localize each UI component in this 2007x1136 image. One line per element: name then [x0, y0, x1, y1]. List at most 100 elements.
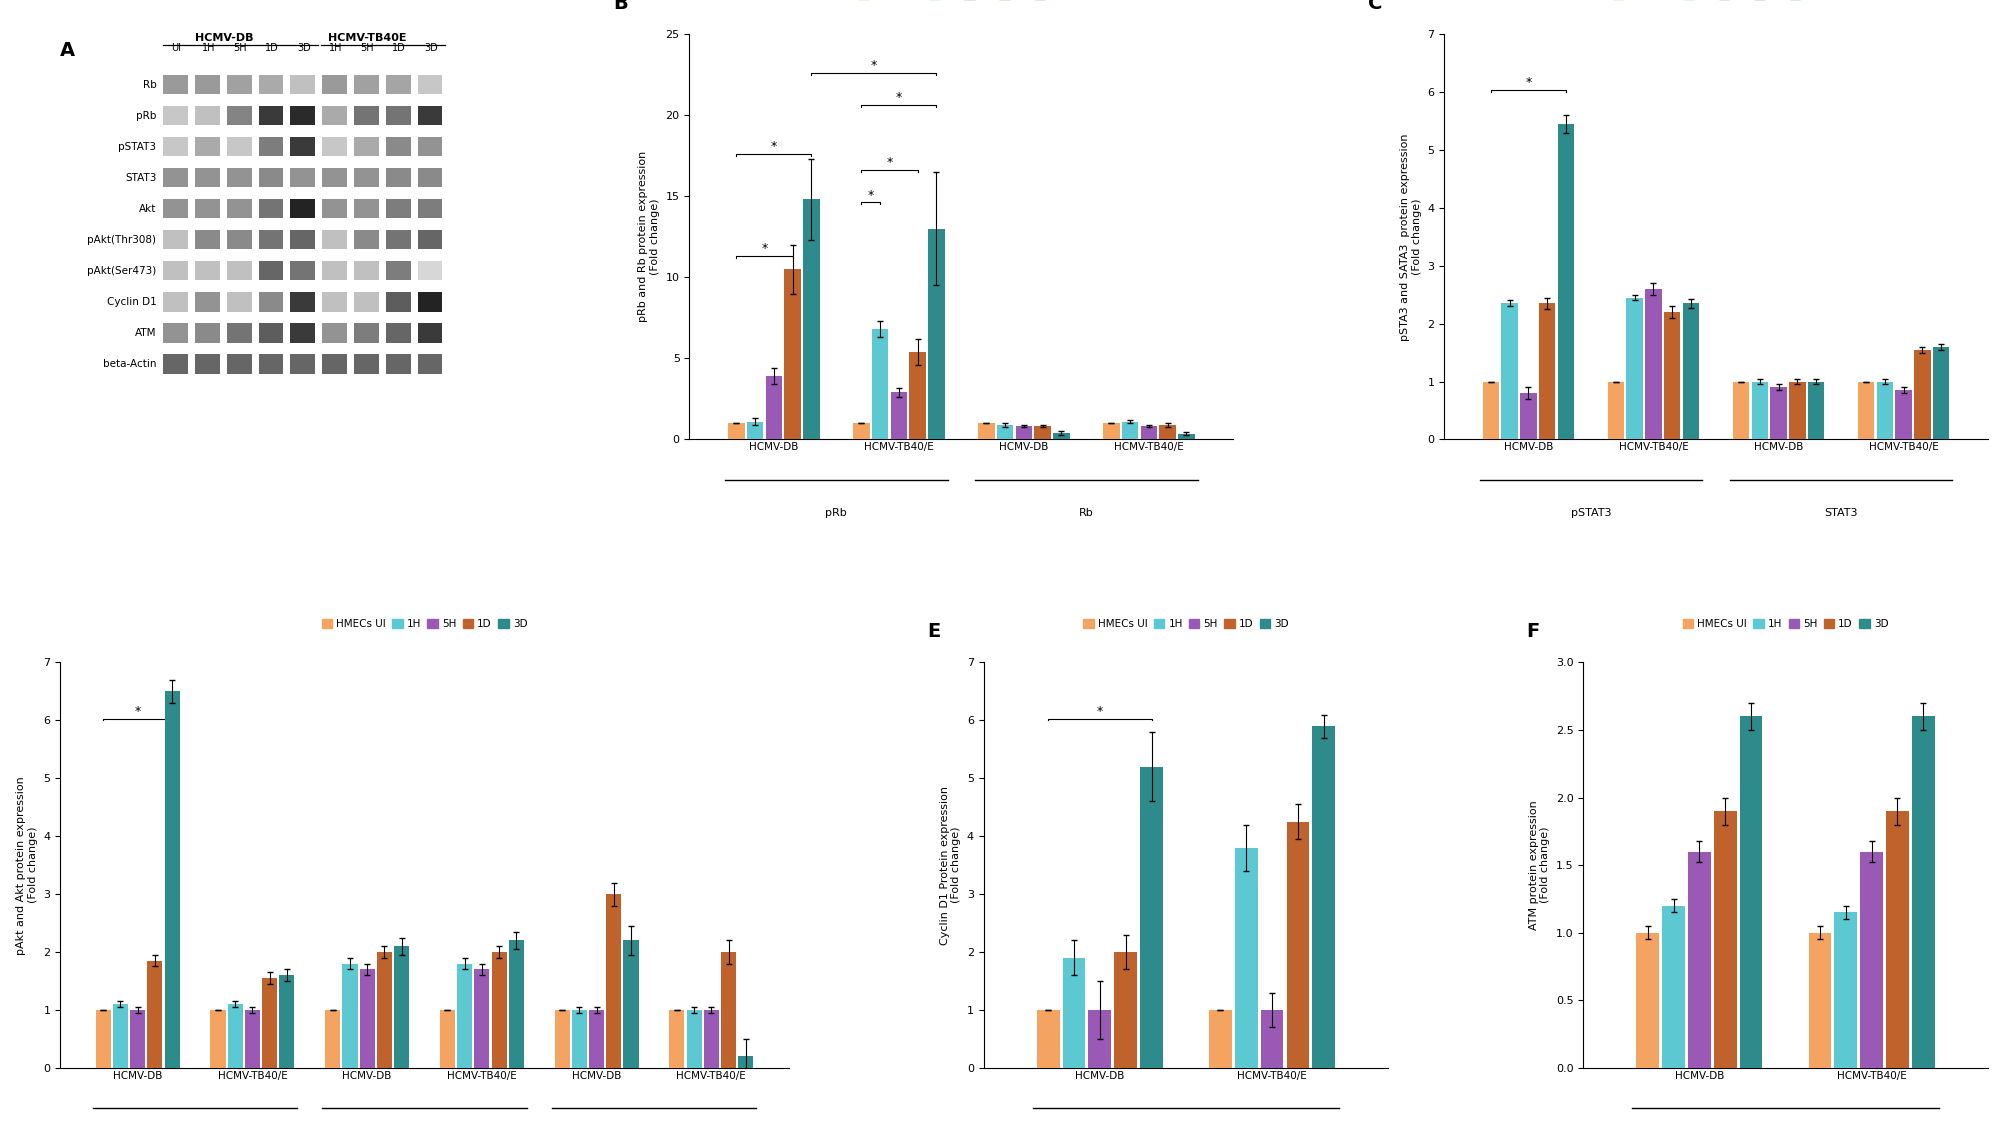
Bar	[606, 894, 620, 1068]
Text: HCMV-TB40E: HCMV-TB40E	[327, 33, 405, 43]
Bar	[321, 324, 347, 343]
Bar	[163, 199, 189, 218]
Text: pAkt(Thr308): pAkt(Thr308)	[88, 235, 157, 245]
Legend: HMECs UI, 1H, 5H, 1D, 3D: HMECs UI, 1H, 5H, 1D, 3D	[317, 615, 532, 633]
Bar	[227, 261, 251, 281]
Bar	[227, 106, 251, 125]
Text: E: E	[927, 621, 939, 641]
Bar	[163, 292, 189, 311]
Bar	[1481, 382, 1499, 440]
Bar	[353, 324, 379, 343]
Bar	[130, 1010, 145, 1068]
Bar	[765, 376, 781, 440]
Bar	[417, 292, 442, 311]
Bar	[417, 75, 442, 94]
Text: F: F	[1525, 621, 1539, 641]
Legend: HMECs UI, 1H, 5H, 1D, 3D: HMECs UI, 1H, 5H, 1D, 3D	[1678, 615, 1893, 633]
Bar	[909, 352, 925, 440]
Bar	[702, 1010, 719, 1068]
Y-axis label: pAkt and Akt protein expression
(Fold change): pAkt and Akt protein expression (Fold ch…	[16, 776, 38, 954]
Bar	[1885, 811, 1909, 1068]
Bar	[321, 199, 347, 218]
Y-axis label: pRb and Rb protein expression
(Fold change): pRb and Rb protein expression (Fold chan…	[638, 151, 660, 323]
Bar	[1933, 346, 1949, 440]
Text: *: *	[771, 140, 777, 153]
Bar	[977, 424, 993, 440]
Bar	[1608, 382, 1624, 440]
Text: pSTAT3: pSTAT3	[1569, 509, 1610, 518]
Bar	[291, 168, 315, 187]
Bar	[163, 168, 189, 187]
Bar	[417, 261, 442, 281]
Bar	[747, 421, 763, 440]
Bar	[259, 324, 283, 343]
Bar	[263, 978, 277, 1068]
Bar	[1208, 1010, 1230, 1068]
Bar	[417, 354, 442, 374]
Bar	[1286, 821, 1309, 1068]
Bar	[195, 137, 219, 157]
Legend: HMECs UI, 1H, 5H, 1D, 3D: HMECs UI, 1H, 5H, 1D, 3D	[1608, 0, 1822, 5]
Bar	[211, 1010, 225, 1068]
Bar	[359, 969, 375, 1068]
Bar	[1856, 382, 1873, 440]
Bar	[729, 424, 745, 440]
Y-axis label: pSTA3 and SATA3  protein expression
(Fold change): pSTA3 and SATA3 protein expression (Fold…	[1399, 133, 1421, 341]
Bar	[1557, 124, 1573, 440]
Text: *: *	[134, 704, 140, 718]
Bar	[259, 75, 283, 94]
Text: HCMV-DB: HCMV-DB	[195, 33, 253, 43]
Bar	[227, 199, 251, 218]
Bar	[291, 75, 315, 94]
Text: pRb: pRb	[825, 509, 847, 518]
Bar	[321, 137, 347, 157]
Bar	[572, 1010, 586, 1068]
Bar	[1178, 434, 1194, 440]
Bar	[1738, 717, 1762, 1068]
Text: *: *	[885, 157, 893, 169]
Y-axis label: Cyclin D1 Protein expression
(Fold change): Cyclin D1 Protein expression (Fold chang…	[939, 786, 961, 945]
Bar	[995, 425, 1014, 440]
Bar	[353, 106, 379, 125]
Bar	[291, 354, 315, 374]
Bar	[147, 961, 163, 1068]
Bar	[1016, 426, 1032, 440]
Bar	[195, 324, 219, 343]
Bar	[1750, 382, 1766, 440]
Bar	[291, 199, 315, 218]
Legend: HMECs UI, 1H, 5H, 1D, 3D: HMECs UI, 1H, 5H, 1D, 3D	[853, 0, 1068, 5]
Text: *: *	[1525, 76, 1531, 90]
Text: Cyclin D1: Cyclin D1	[106, 298, 157, 307]
Bar	[1519, 393, 1535, 440]
Bar	[291, 137, 315, 157]
Bar	[508, 941, 524, 1068]
Bar	[353, 354, 379, 374]
Bar	[1122, 421, 1138, 440]
Bar	[668, 1010, 684, 1068]
Bar	[385, 324, 409, 343]
Bar	[321, 354, 347, 374]
Bar	[353, 231, 379, 250]
Bar	[353, 292, 379, 311]
Bar	[1313, 726, 1335, 1068]
Bar	[1714, 811, 1736, 1068]
Bar	[385, 354, 409, 374]
Text: *: *	[895, 91, 901, 105]
Bar	[259, 354, 283, 374]
Bar	[291, 324, 315, 343]
Bar	[417, 106, 442, 125]
Text: Rb: Rb	[1078, 509, 1094, 518]
Bar	[195, 354, 219, 374]
Bar	[259, 231, 283, 250]
Text: 3D: 3D	[297, 43, 311, 53]
Bar	[385, 292, 409, 311]
Bar	[259, 261, 283, 281]
Bar	[1770, 387, 1786, 440]
Bar	[321, 292, 347, 311]
Bar	[1114, 952, 1136, 1068]
Bar	[1036, 1010, 1060, 1068]
Bar	[1808, 933, 1830, 1068]
Bar	[588, 1010, 604, 1068]
Bar	[1260, 1010, 1282, 1068]
Bar	[871, 329, 887, 440]
